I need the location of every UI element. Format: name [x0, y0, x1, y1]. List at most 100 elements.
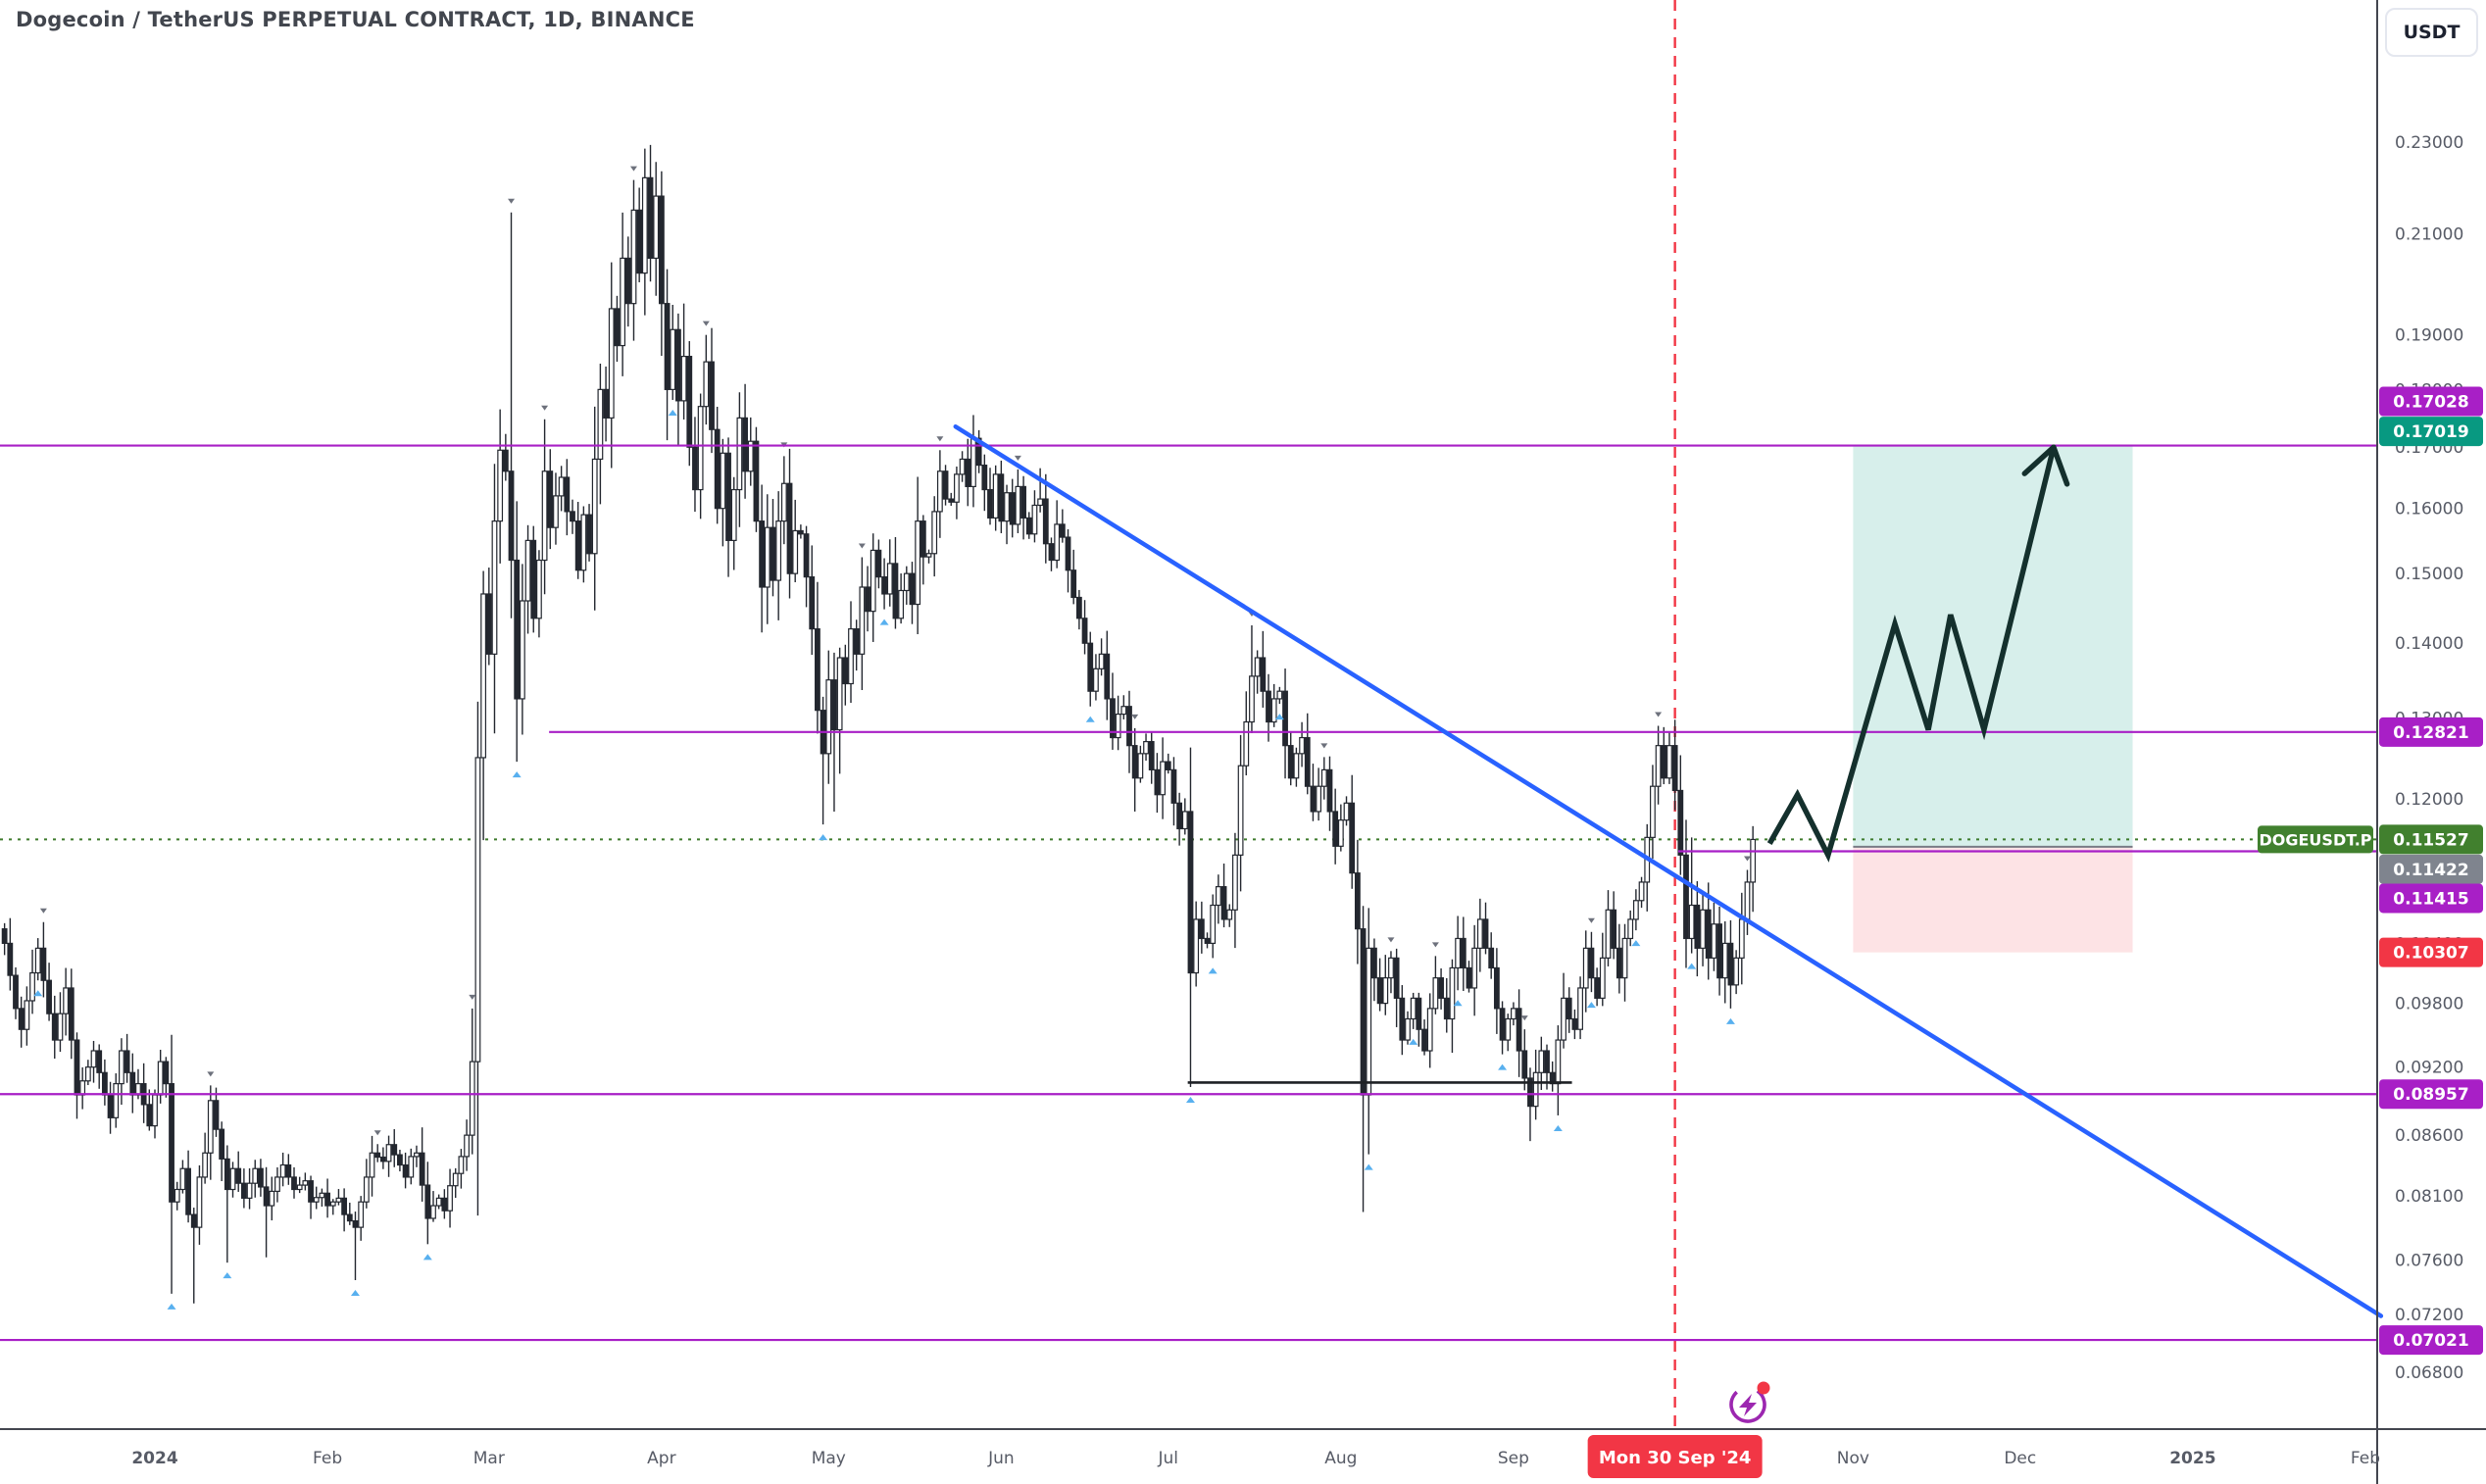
- time-tick-label: Apr: [647, 1449, 675, 1468]
- svg-text:0.12821: 0.12821: [2393, 723, 2468, 743]
- time-tick-label: Jun: [987, 1449, 1015, 1468]
- markers-layer: [33, 166, 1751, 1310]
- buy-signal-triangle-icon: [1185, 1097, 1195, 1104]
- svg-text:0.11415: 0.11415: [2393, 889, 2468, 909]
- descending-trendline[interactable]: [953, 424, 2384, 1318]
- profit-zone-box: [1853, 446, 2133, 847]
- note-marker-icon: [1320, 743, 1328, 749]
- zigzag-projection-drawing[interactable]: [1766, 444, 2070, 863]
- price-label-badge: [2379, 1079, 2483, 1110]
- buy-signal-triangle-icon: [167, 1303, 176, 1310]
- buy-signal-triangle-icon: [879, 618, 889, 625]
- svg-text:0.11527: 0.11527: [2393, 830, 2468, 850]
- price-label-badge: [2379, 417, 2483, 447]
- note-marker-icon: [1520, 1015, 1528, 1021]
- buy-signal-triangle-icon: [423, 1254, 432, 1261]
- note-marker-icon: [936, 436, 944, 442]
- note-marker-icon: [1131, 714, 1139, 719]
- time-tick-label: Aug: [1324, 1449, 1357, 1468]
- price-tick-label: 0.12000: [2395, 790, 2463, 810]
- buy-signal-triangle-icon: [512, 771, 522, 778]
- price-tick-label: 0.08100: [2395, 1187, 2463, 1207]
- buy-signal-triangle-icon: [668, 410, 677, 417]
- price-tick-label: 0.07600: [2395, 1251, 2463, 1270]
- price-tick-label: 0.19000: [2395, 326, 2463, 346]
- note-marker-icon: [1743, 856, 1751, 862]
- note-marker-icon: [1014, 455, 1021, 461]
- svg-text:0.11422: 0.11422: [2393, 861, 2468, 880]
- price-label-badge: [2379, 1325, 2483, 1356]
- buy-signal-triangle-icon: [1687, 963, 1697, 969]
- arrowhead: [2021, 444, 2057, 476]
- note-marker-icon: [541, 405, 549, 411]
- note-marker-icon: [1655, 712, 1663, 717]
- price-tick-label: 0.08600: [2395, 1126, 2463, 1146]
- buy-signal-triangle-icon: [1364, 1163, 1373, 1170]
- price-label-badge: [2379, 717, 2483, 747]
- note-marker-icon: [1587, 917, 1595, 923]
- time-tick-label: 2024: [131, 1449, 177, 1468]
- buy-signal-triangle-icon: [1631, 940, 1641, 947]
- price-tick-label: 0.06800: [2395, 1363, 2463, 1383]
- time-tick-label: May: [812, 1449, 846, 1468]
- time-tick-label: Nov: [1837, 1449, 1869, 1468]
- buy-signal-triangle-icon: [1409, 1038, 1418, 1045]
- buy-signal-triangle-icon: [1586, 1002, 1596, 1009]
- time-tick-label: Feb: [2351, 1449, 2380, 1468]
- price-tick-label: 0.14000: [2395, 634, 2463, 654]
- buy-signal-triangle-icon: [33, 990, 43, 997]
- arrowhead: [2051, 444, 2070, 487]
- price-tick-label: 0.15000: [2395, 565, 2463, 584]
- price-tick-label: 0.07200: [2395, 1306, 2463, 1325]
- flash-event-icon[interactable]: [1724, 1381, 1770, 1427]
- svg-text:0.08957: 0.08957: [2393, 1085, 2468, 1105]
- time-tick-label: Sep: [1498, 1449, 1529, 1468]
- buy-signal-triangle-icon: [1553, 1124, 1563, 1131]
- svg-text:0.07021: 0.07021: [2393, 1331, 2468, 1351]
- time-tick-label: Feb: [313, 1449, 342, 1468]
- price-label-badge: [2379, 854, 2483, 884]
- symbol-price-badge: [2258, 825, 2373, 854]
- note-marker-icon: [469, 994, 476, 1000]
- time-axis-labels[interactable]: 2024 Feb Mar Apr May Jun Jul Aug Sep Nov Dec 2025 Fe…: [131, 1449, 2380, 1468]
- chart-title: Dogecoin / TetherUS PERPETUAL CONTRACT, …: [16, 8, 695, 31]
- price-tick-label: 0.21000: [2395, 225, 2463, 245]
- svg-text:DOGEUSDT.P: DOGEUSDT.P: [2259, 830, 2371, 849]
- buy-signal-triangle-icon: [223, 1272, 232, 1279]
- svg-text:0.10307: 0.10307: [2393, 944, 2468, 964]
- note-marker-icon: [207, 1071, 215, 1077]
- price-tick-label: 0.16000: [2395, 500, 2463, 519]
- icon-ring: [1729, 1386, 1766, 1423]
- price-label-badge: [2379, 824, 2483, 855]
- date-marker-badge: Mon 30 Sep '24: [1587, 1435, 1763, 1478]
- currency-toggle-button[interactable]: USDT: [2385, 8, 2478, 57]
- time-tick-label: 2025: [2169, 1449, 2215, 1468]
- price-label-badge: [2379, 386, 2483, 417]
- buy-signal-triangle-icon: [819, 834, 828, 841]
- projection-path: [1766, 446, 2057, 863]
- price-tick-label: 0.09200: [2395, 1059, 2463, 1078]
- price-badges-layer: 0.17028 0.17019 0.12821 0.11527 0.11422 0.114…: [2258, 386, 2483, 1356]
- loss-zone-box: [1853, 846, 2133, 953]
- buy-signal-triangle-icon: [1725, 1017, 1735, 1024]
- buy-signal-triangle-icon: [1498, 1064, 1508, 1070]
- note-marker-icon: [1387, 937, 1395, 943]
- price-label-badge: [2379, 883, 2483, 914]
- candles-layer: [1, 144, 1757, 1304]
- price-tick-label: 0.23000: [2395, 133, 2463, 153]
- time-tick-label: Jul: [1158, 1449, 1179, 1468]
- price-axis-labels[interactable]: 0.230000.210000.190000.180000.170000.160…: [2395, 133, 2463, 1383]
- svg-text:Mon 30 Sep '24: Mon 30 Sep '24: [1599, 1448, 1752, 1468]
- note-marker-icon: [702, 321, 710, 326]
- horizontal-lines-layer[interactable]: [0, 444, 2377, 1342]
- time-tick-label: Dec: [2004, 1449, 2036, 1468]
- note-marker-icon: [508, 198, 516, 204]
- time-tick-label: Mar: [473, 1449, 505, 1468]
- note-marker-icon: [1431, 942, 1439, 948]
- note-marker-icon: [629, 166, 637, 172]
- buy-signal-triangle-icon: [1085, 716, 1095, 722]
- note-marker-icon: [373, 1130, 381, 1136]
